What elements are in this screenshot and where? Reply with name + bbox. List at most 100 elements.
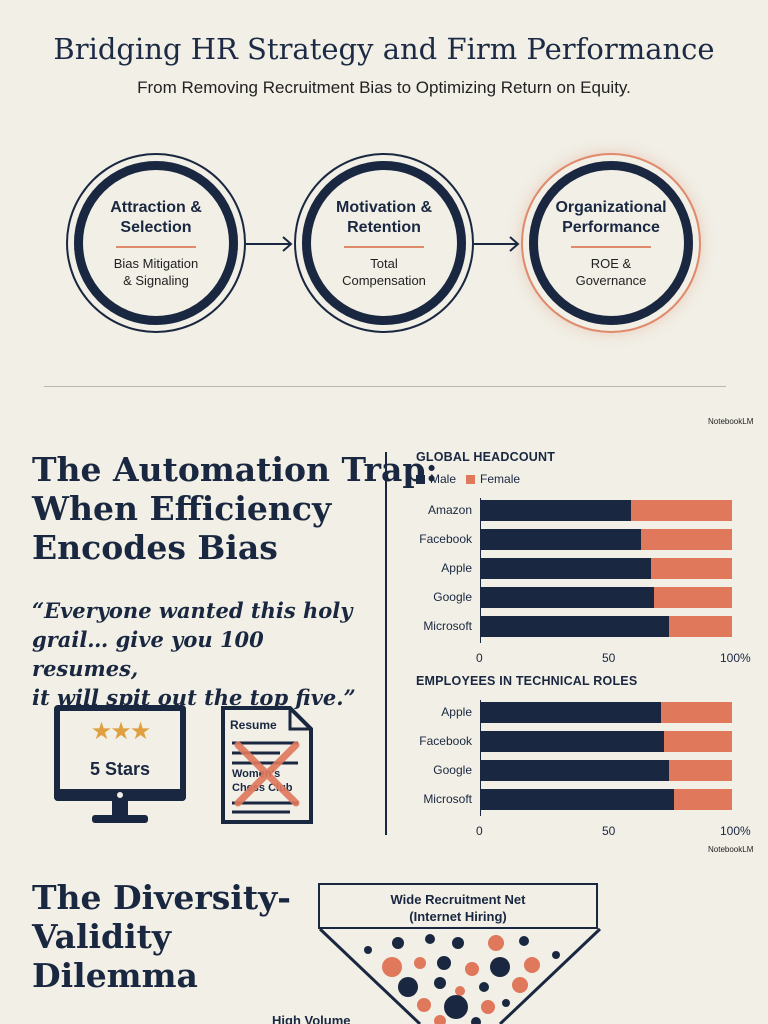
bar-male-facebook — [480, 731, 664, 752]
flow-circle-motivation: Motivation & Retention Total Compensatio… — [302, 161, 466, 325]
flow-title-motivation: Motivation & Retention — [336, 198, 432, 238]
funnel-top-label: Wide Recruitment Net (Internet Hiring) — [318, 883, 598, 929]
flow-title-line: Motivation & — [336, 198, 432, 216]
chart-technical-roles: Apple Facebook Google Microsoft 0 50 100% — [392, 698, 762, 838]
bar-female-google — [653, 587, 732, 608]
quote-line: grail… give you 100 resumes, — [32, 627, 264, 681]
star-icon: ★★★ — [90, 718, 152, 745]
legend-swatch-male — [416, 474, 425, 484]
x-tick-label: 50 — [602, 651, 616, 665]
chart-title-technical: EMPLOYEES IN TECHNICAL ROLES — [416, 674, 638, 688]
bar-female-amazon — [631, 500, 732, 521]
category-label: Google — [433, 763, 472, 777]
x-tick-label: 0 — [476, 824, 483, 838]
bar-female-facebook — [641, 529, 732, 550]
bar-male-microsoft — [480, 789, 675, 810]
automation-heading: The Automation Trap: When Efficiency Enc… — [32, 450, 438, 567]
bar-male-apple — [480, 702, 662, 723]
funnel-label-line: (Internet Hiring) — [409, 909, 507, 924]
flow-title-line: Attraction & — [110, 198, 202, 216]
flow-sub-performance: ROE & Governance — [576, 255, 647, 289]
bar-female-apple — [661, 702, 732, 723]
flow-sub-line: Compensation — [342, 272, 426, 288]
bar-male-google — [480, 587, 654, 608]
category-label: Facebook — [419, 532, 472, 546]
arrow-head-icon — [282, 236, 293, 252]
bar-male-microsoft — [480, 616, 669, 637]
x-tick-label: 0 — [476, 651, 483, 665]
flow-circle-attraction: Attraction & Selection Bias Mitigation &… — [74, 161, 238, 325]
bar-female-microsoft — [669, 616, 732, 637]
heading-line: Dilemma — [32, 956, 198, 995]
quote-line: “Everyone wanted this holy — [32, 598, 353, 623]
bar-male-apple — [480, 558, 652, 579]
chart-legend: Male Female — [416, 472, 520, 486]
flow-sub-line: Total — [370, 255, 398, 271]
x-tick-label: 100% — [720, 824, 751, 838]
flow-divider — [571, 245, 651, 248]
bar-female-google — [669, 760, 732, 781]
bar-female-apple — [651, 558, 732, 579]
heading-line: When Efficiency — [32, 489, 332, 528]
automation-quote: “Everyone wanted this holy grail… give y… — [32, 596, 362, 712]
chart-global-headcount: Amazon Facebook Apple Google Microsoft 0 50 100… — [392, 496, 762, 666]
arrow-head-icon — [509, 236, 520, 252]
x-tick-label: 100% — [720, 651, 751, 665]
notebooklm-badge: NotebookLM — [708, 845, 754, 854]
heading-line: The Automation Trap: — [32, 450, 438, 489]
bar-male-google — [480, 760, 669, 781]
flow-sub-line: Bias Mitigation — [113, 255, 199, 271]
flow-divider — [116, 245, 196, 248]
heading-line: Encodes Bias — [32, 528, 278, 567]
cross-out-icon — [234, 741, 300, 807]
legend-female: Female — [480, 472, 521, 486]
bar-male-amazon — [480, 500, 632, 521]
flow-arrows — [246, 236, 520, 252]
flow-title-line: Retention — [347, 218, 421, 236]
page-title: Bridging HR Strategy and Firm Performanc… — [53, 32, 715, 66]
category-label: Apple — [441, 561, 472, 575]
flow-title-performance: Organizational Performance — [555, 198, 666, 238]
category-label: Microsoft — [423, 792, 472, 806]
heading-line: Validity — [32, 917, 172, 956]
flow-sub-line: Governance — [575, 272, 647, 288]
funnel-volume-label: High Volume — [272, 1014, 351, 1024]
bar-male-facebook — [480, 529, 642, 550]
category-label: Google — [433, 590, 472, 604]
monitor-icon: ★★★ 5 Stars — [54, 705, 188, 827]
flow-divider — [344, 245, 424, 248]
resume-title: Resume — [230, 718, 277, 732]
column-divider — [385, 452, 387, 835]
funnel-icon — [318, 927, 602, 1024]
category-label: Apple — [441, 705, 472, 719]
flow-sub-line: & Signaling — [123, 272, 189, 288]
candidate-dots — [364, 934, 560, 1024]
flow-title-line: Organizational — [555, 198, 667, 216]
heading-line: The Diversity- — [32, 878, 291, 917]
flow-sub-motivation: Total Compensation — [342, 255, 426, 289]
notebooklm-badge: NotebookLM — [708, 417, 754, 426]
funnel-label-line: Wide Recruitment Net — [390, 892, 526, 907]
diversity-heading: The Diversity- Validity Dilemma — [32, 878, 291, 995]
bar-female-microsoft — [674, 789, 732, 810]
bar-female-facebook — [663, 731, 732, 752]
x-tick-label: 50 — [602, 824, 616, 838]
legend-swatch-female — [466, 474, 476, 484]
monitor-label: 5 Stars — [89, 759, 151, 779]
flow-sub-attraction: Bias Mitigation & Signaling — [114, 255, 199, 289]
flow-title-line: Selection — [120, 218, 192, 236]
page-subtitle: From Removing Recruitment Bias to Optimi… — [137, 78, 631, 97]
flow-title-attraction: Attraction & Selection — [110, 198, 202, 238]
legend-male: Male — [430, 472, 457, 486]
section-divider — [44, 386, 726, 387]
resume-document-icon: Resume Women's Chess Club — [220, 705, 314, 825]
category-label: Facebook — [419, 734, 472, 748]
flow-title-line: Performance — [562, 218, 660, 236]
category-label: Amazon — [427, 503, 472, 517]
flow-circle-performance: Organizational Performance ROE & Governa… — [529, 161, 693, 325]
y-axis-line — [480, 498, 481, 643]
y-axis-line — [480, 700, 481, 816]
flow-sub-line: ROE & — [590, 255, 632, 271]
chart-title-headcount: GLOBAL HEADCOUNT — [416, 450, 556, 464]
category-label: Microsoft — [423, 619, 472, 633]
